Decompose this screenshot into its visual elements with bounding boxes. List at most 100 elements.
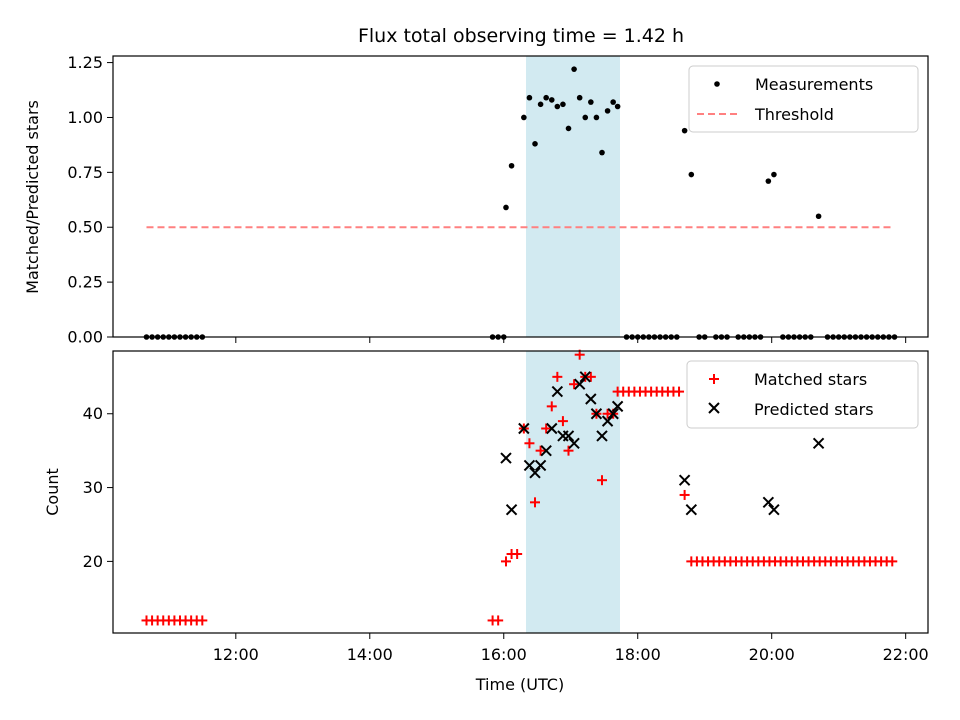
- predicted-stars-point: [601, 415, 614, 427]
- predicted-stars-point: [607, 408, 619, 420]
- measurements-point: [681, 127, 688, 134]
- top-y-axis-label: Matched/Predicted stars: [23, 100, 42, 294]
- y-tick-label: 1.00: [67, 108, 103, 127]
- chart-title: Flux total observing time = 1.42 h: [358, 25, 684, 47]
- matched-stars-point: [541, 423, 552, 434]
- predicted-stars-point: [812, 437, 825, 449]
- predicted-stars-point: [551, 385, 564, 398]
- measurements-point: [565, 125, 572, 132]
- y-tick-label: 1.25: [67, 53, 103, 72]
- measurements-point: [582, 114, 589, 121]
- measurements-point: [771, 171, 777, 178]
- measurements-point: [554, 103, 561, 110]
- measurements-point: [560, 101, 566, 108]
- bottom-panel: 20 30 40 12:00 14:00 16:00 18:00 20:00 22:00 Co…: [43, 349, 929, 694]
- matched-stars-point: [493, 615, 504, 626]
- legend-predicted-marker: [708, 402, 720, 414]
- matched-stars-point: [535, 445, 546, 456]
- bottom-legend: Matched stars Predicted stars: [686, 360, 919, 429]
- predicted-stars-point: [529, 467, 541, 479]
- x-tick-label: 20:00: [749, 645, 795, 664]
- matched-stars-point: [530, 497, 541, 508]
- matched-stars-point: [512, 549, 523, 560]
- predicted-stars-point: [590, 408, 603, 420]
- measurements-point: [593, 114, 600, 121]
- y-tick-label: 0.75: [67, 163, 103, 182]
- predicted-stars-point: [579, 371, 591, 383]
- predicted-stars-point: [596, 430, 608, 442]
- matched-stars-point: [585, 371, 596, 382]
- measurements-point: [614, 103, 621, 110]
- legend-threshold-label: Threshold: [754, 105, 834, 124]
- predicted-stars-point: [546, 422, 558, 435]
- measurements-point: [688, 171, 695, 178]
- y-tick-label: 0.50: [67, 218, 103, 237]
- measurements-point: [503, 204, 509, 211]
- top-legend: Measurements Threshold: [688, 65, 919, 133]
- x-tick-label: 18:00: [615, 645, 661, 664]
- predicted-stars-point: [768, 504, 780, 516]
- predicted-stars-point: [685, 504, 698, 516]
- predicted-stars-point: [762, 496, 775, 509]
- matched-stars-point: [557, 416, 568, 427]
- matched-stars-point: [679, 489, 690, 500]
- measurements-point: [599, 149, 605, 156]
- predicted-stars-point: [585, 393, 597, 405]
- measurements-point: [576, 94, 583, 101]
- matched-stars-point: [546, 401, 557, 412]
- predicted-stars-point: [611, 400, 624, 413]
- matched-stars-point: [597, 475, 607, 486]
- matched-stars-point: [887, 556, 898, 567]
- legend-matched-label: Matched stars: [754, 370, 867, 389]
- measurements-point: [508, 162, 515, 169]
- predicted-stars-point: [540, 444, 552, 457]
- predicted-stars-point: [678, 474, 691, 486]
- observing-window-span: [526, 56, 620, 337]
- measurements-point: [604, 108, 611, 114]
- matched-stars-point: [197, 615, 208, 626]
- predicted-stars-point: [518, 422, 530, 435]
- matched-stars-point: [500, 556, 511, 567]
- bottom-plot-frame: [112, 350, 929, 634]
- predicted-stars-point: [573, 378, 586, 390]
- legend-measurements-marker: [714, 81, 720, 87]
- observing-window-span: [526, 351, 620, 633]
- measurements-point: [588, 99, 594, 105]
- y-tick-label: 0.25: [67, 273, 103, 292]
- x-axis-label: Time (UTC): [475, 675, 564, 694]
- y-tick-label: 0.00: [67, 328, 103, 347]
- y-tick-label: 30: [83, 478, 103, 497]
- measurements-point: [610, 99, 616, 105]
- x-tick-label: 16:00: [481, 645, 527, 664]
- legend-matched-marker: [709, 374, 719, 384]
- measurements-point: [532, 141, 538, 147]
- y-tick-label: 20: [83, 552, 103, 571]
- top-legend-box: [688, 65, 919, 133]
- measurements-point: [526, 94, 533, 101]
- measurements-point: [815, 213, 822, 220]
- legend-predicted-label: Predicted stars: [754, 400, 874, 419]
- bottom-y-axis-label: Count: [43, 468, 62, 516]
- matched-stars-point: [524, 438, 535, 449]
- measurements-point: [548, 97, 555, 103]
- measurements-point: [765, 178, 772, 184]
- measurements-point: [571, 66, 577, 72]
- bottom-legend-box: [686, 360, 919, 429]
- matched-stars-point: [674, 386, 685, 397]
- predicted-stars-point: [534, 459, 547, 472]
- measurements-point: [537, 101, 544, 108]
- y-tick-label: 40: [83, 404, 103, 423]
- matched-stars-point: [569, 379, 580, 390]
- measurements-point: [543, 94, 549, 101]
- top-plot-frame: [112, 55, 929, 338]
- x-tick-label: 22:00: [883, 645, 929, 664]
- matched-stars-point: [552, 371, 563, 382]
- x-tick-label: 12:00: [213, 645, 259, 664]
- predicted-stars-point: [500, 452, 512, 464]
- predicted-stars-point: [568, 437, 580, 449]
- predicted-stars-point: [505, 504, 518, 516]
- legend-measurements-label: Measurements: [755, 75, 873, 94]
- matched-stars-point: [563, 445, 574, 456]
- predicted-stars-point: [523, 459, 536, 472]
